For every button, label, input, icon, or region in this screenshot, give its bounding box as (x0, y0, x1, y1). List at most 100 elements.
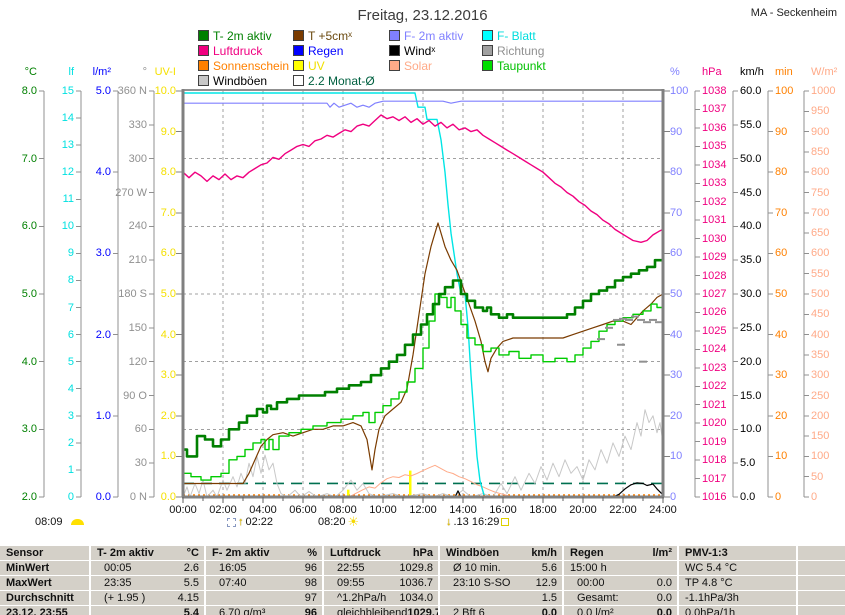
x-axis-label: 06:00 (289, 504, 317, 516)
axis-tick-label-min: 70 (775, 207, 788, 219)
table-cell: 0.0hPa/1h (679, 606, 796, 615)
legend-item-sonnenschein[interactable]: Sonnenschein (198, 59, 289, 73)
legend-item-f-2m-aktiv[interactable]: F- 2m aktiv (389, 28, 464, 43)
axis-tick-label-uvi: 5.0 (160, 288, 176, 300)
axis-tick-label-hpa: 1027 (702, 288, 727, 300)
row-label: 23.12. 23:55 (6, 607, 68, 615)
axis-tick-label-lf: 5 (67, 356, 74, 368)
legend-label: Richtung (497, 43, 545, 58)
axis-tick-label-hpa: 1033 (702, 177, 727, 189)
axis-tick-label-hpa: 1018 (702, 454, 727, 466)
x-axis-label: 20:00 (569, 504, 597, 516)
cell-text: 00:05 (104, 562, 132, 574)
axis-tick-label-lf: 7 (67, 302, 74, 314)
cell-text: gleichbleibend (337, 607, 408, 615)
series-t_2m (183, 258, 665, 458)
legend-item-uv[interactable]: UV (293, 59, 325, 73)
legend-label: F- Blatt (497, 28, 536, 43)
legend-item-luftdruck[interactable]: Luftdruck (198, 43, 263, 58)
axis-tick-label-pct: 80 (670, 166, 683, 178)
axis-tick-label-celsius: 5.0 (21, 288, 37, 300)
x-axis-label: 04:00 (249, 504, 277, 516)
axis-tick-label-lf: 14 (61, 112, 74, 124)
axis-tick-label-wm2: 100 (811, 450, 830, 462)
column-name: Regen (570, 547, 604, 559)
axis-tick-label-kmh: 5.0 (740, 457, 756, 469)
axis-tick-label-wm2: 550 (811, 268, 830, 280)
legend-item-windb-en[interactable]: Windböen (198, 74, 267, 88)
axis-tick-label-kmh: 25.0 (740, 322, 762, 334)
cell-text (206, 591, 219, 605)
cell-text: ^1.2hPa/h (337, 592, 387, 604)
legend-item-regen[interactable]: Regen (293, 44, 343, 58)
axis-tick-label-hpa: 1038 (702, 85, 727, 97)
column-name: Sensor (6, 547, 44, 559)
axis-tick-label-lm2: 3.0 (95, 247, 111, 259)
cell-value: 96 (304, 562, 317, 574)
table-cell: 22:55 1029.8 (324, 561, 438, 575)
moon-phase-icon (227, 517, 236, 527)
legend-label: Luftdruck (213, 43, 263, 58)
series-t_5cm (183, 222, 664, 485)
axis-tick-label-hpa: 1030 (702, 233, 727, 245)
table-cell: 23:35 5.5 (91, 576, 204, 590)
axis-tick-label-kmh: 35.0 (740, 254, 762, 266)
legend-item-richtung[interactable]: Richtung (482, 43, 545, 58)
column-name: PMV-1:3 (685, 547, 728, 559)
cell-text: 22:55 (337, 562, 365, 574)
axis-tick-label-deg: 210 (128, 254, 147, 266)
axis-tick-label-uvi: 8.0 (160, 166, 176, 178)
series-f_blatt (183, 92, 485, 496)
legend-color-box (389, 60, 400, 71)
axis-tick-label-deg: 300 (128, 153, 147, 165)
legend-item-2-2-monat-[interactable]: 2.2 Monat-Ø (293, 73, 375, 88)
legend-item-solar[interactable]: Solar (389, 59, 432, 73)
table-header-row: Sensor T- 2m aktiv °C F- 2m aktiv% Luftdruck… (0, 546, 845, 560)
axis-tick-label-deg: 90 O (123, 390, 147, 402)
axis-tick-label-lf: 13 (61, 139, 74, 151)
axis-tick-label-celsius: 2.0 (21, 491, 37, 503)
table-row: MinWert 00:05 2.6 16:05 96 22:55 1029.8 Ø 10 mi… (0, 561, 845, 575)
legend-color-box (482, 60, 493, 71)
table-cell-empty (798, 591, 845, 605)
legend-item-f-blatt[interactable]: F- Blatt (482, 28, 536, 43)
axis-tick-label-hpa: 1022 (702, 380, 727, 392)
axis-tick-label-lf: 15 (61, 85, 74, 97)
legend-item-t-2m-aktiv[interactable]: T- 2m aktiv (198, 29, 272, 43)
table-cell: 15:00 h (564, 561, 677, 575)
axis-tick-label-deg: 360 N (117, 85, 147, 97)
legend-item-taupunkt[interactable]: Taupunkt (482, 59, 546, 73)
row-label: MaxWert (6, 577, 52, 589)
row-label: MinWert (6, 562, 50, 574)
axis-tick-label-min: 60 (775, 247, 788, 259)
legend-item-t-5cm-[interactable]: T +5cmˣ (293, 29, 352, 43)
column-unit (791, 546, 796, 560)
axis-tick-label-wm2: 150 (811, 430, 830, 442)
legend-label: F- 2m aktiv (404, 28, 464, 43)
row-label: Durchschnitt (6, 592, 74, 604)
axis-tick-label-wm2: 850 (811, 146, 830, 158)
cell-text: 00:00 (577, 577, 605, 589)
table-header-cell: Regen l/m² (564, 546, 677, 560)
cell-value: 1029.8 (399, 562, 433, 574)
column-unit (84, 546, 89, 560)
table-header-cell: F- 2m aktiv% (206, 546, 322, 560)
legend-color-box (482, 45, 493, 56)
axis-tick-label-pct: 30 (670, 369, 683, 381)
legend-color-box (293, 75, 304, 86)
table-cell-empty (798, 576, 845, 590)
axis-tick-label-hpa: 1031 (702, 214, 727, 226)
legend-item-wind-[interactable]: Windˣ (389, 44, 435, 58)
table-cell: 09:55 1036.7 (324, 576, 438, 590)
axis-tick-label-kmh: 0.0 (740, 491, 756, 503)
axis-tick-label-uvi: 6.0 (160, 247, 176, 259)
axis-tick-label-pct: 40 (670, 329, 683, 341)
legend-label: 2.2 Monat-Ø (308, 73, 375, 88)
column-name: T- 2m aktiv (97, 547, 154, 559)
axis-tick-label-deg: 180 S (118, 288, 147, 300)
axis-tick-label-lm2: 0.0 (95, 491, 111, 503)
cell-text: 0.0 l/m² (577, 607, 614, 615)
sun-below-horizon-icon (501, 518, 510, 526)
row-label-cell: MaxWert (0, 576, 89, 590)
x-axis-label: 08:00 (329, 504, 357, 516)
